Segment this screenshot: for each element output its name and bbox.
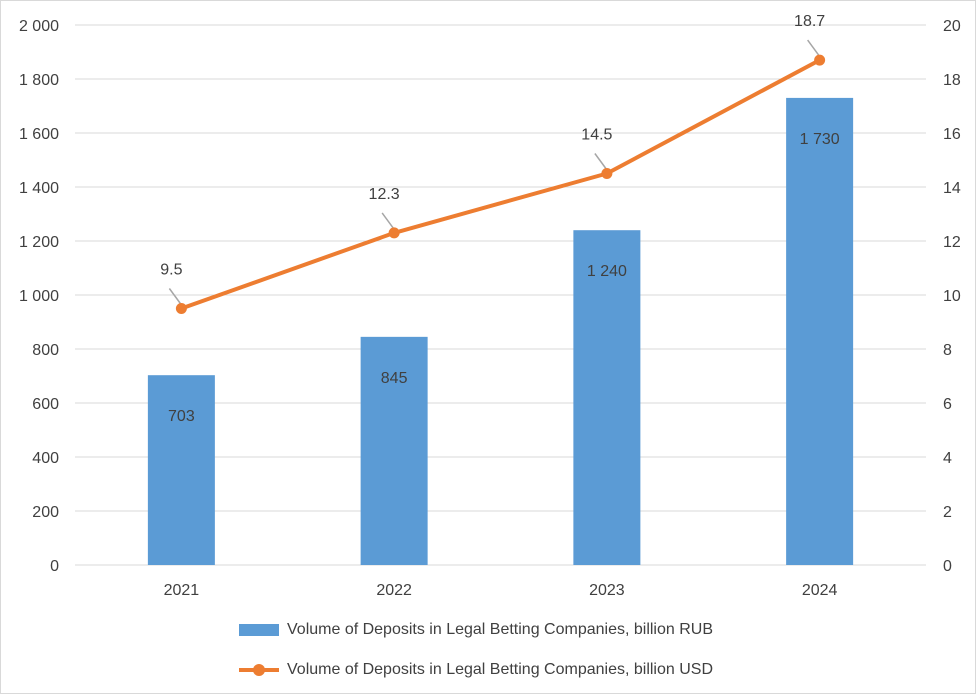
left-axis-tick-label: 800: [32, 342, 59, 359]
bar-data-label: 1 240: [587, 263, 627, 280]
label-leader: [381, 212, 394, 229]
x-axis-tick-label: 2022: [376, 582, 412, 599]
left-axis-tick-label: 1 800: [19, 72, 59, 89]
label-leader: [168, 288, 181, 304]
right-axis-tick-label: 18: [943, 72, 961, 89]
x-axis-tick-label: 2024: [802, 582, 838, 599]
right-axis-tick-label: 2: [943, 504, 952, 521]
legend-bar-swatch: [239, 624, 279, 636]
left-axis-tick-label: 1 200: [19, 234, 59, 251]
right-axis-tick-label: 6: [943, 396, 952, 413]
line-point: [601, 168, 613, 179]
line-data-label: 12.3: [369, 186, 400, 203]
right-axis-tick-label: 16: [943, 126, 961, 143]
left-axis-tick-label: 1 000: [19, 288, 59, 305]
left-axis-tick-label: 400: [32, 450, 59, 467]
line-data-label: 9.5: [160, 262, 182, 279]
right-axis-tick-label: 12: [943, 234, 961, 251]
legend-label-rub: Volume of Deposits in Legal Betting Comp…: [287, 621, 714, 638]
right-axis-tick-label: 20: [943, 18, 961, 35]
right-axis-tick-label: 0: [943, 558, 952, 575]
legend: Volume of Deposits in Legal Betting Comp…: [239, 619, 713, 699]
line-data-label: 14.5: [581, 127, 612, 144]
bar: [573, 230, 641, 565]
bar-data-label: 703: [168, 408, 195, 425]
legend-label-usd: Volume of Deposits in Legal Betting Comp…: [287, 661, 714, 678]
right-axis-tick-label: 8: [943, 342, 952, 359]
bar: [147, 375, 215, 565]
line-series: [180, 58, 821, 311]
line-point: [175, 303, 187, 314]
line-point: [814, 54, 826, 66]
label-leader: [807, 39, 820, 56]
x-axis-tick-label: 2023: [589, 582, 625, 599]
right-axis-tick-label: 14: [943, 180, 961, 197]
right-axis-tick-label: 10: [943, 288, 961, 305]
label-leader: [594, 153, 607, 169]
legend-item-rub: Volume of Deposits in Legal Betting Comp…: [239, 619, 713, 641]
bar: [360, 336, 428, 565]
line-point: [388, 227, 400, 239]
left-axis-tick-label: 1 600: [19, 126, 59, 143]
bar-data-label: 1 730: [800, 131, 840, 148]
right-axis-tick-label: 4: [943, 450, 952, 467]
left-axis-tick-label: 2 000: [19, 18, 59, 35]
left-axis-tick-label: 200: [32, 504, 59, 521]
left-axis-tick-label: 0: [50, 558, 59, 575]
bar: [786, 97, 854, 566]
legend-line-swatch: [239, 664, 279, 676]
left-axis-tick-label: 1 400: [19, 180, 59, 197]
bar-data-label: 845: [381, 370, 408, 387]
legend-item-usd: Volume of Deposits in Legal Betting Comp…: [239, 659, 713, 681]
line-data-label: 18.7: [794, 13, 825, 30]
left-axis-tick-label: 600: [32, 396, 59, 413]
x-axis-tick-label: 2021: [164, 582, 200, 599]
